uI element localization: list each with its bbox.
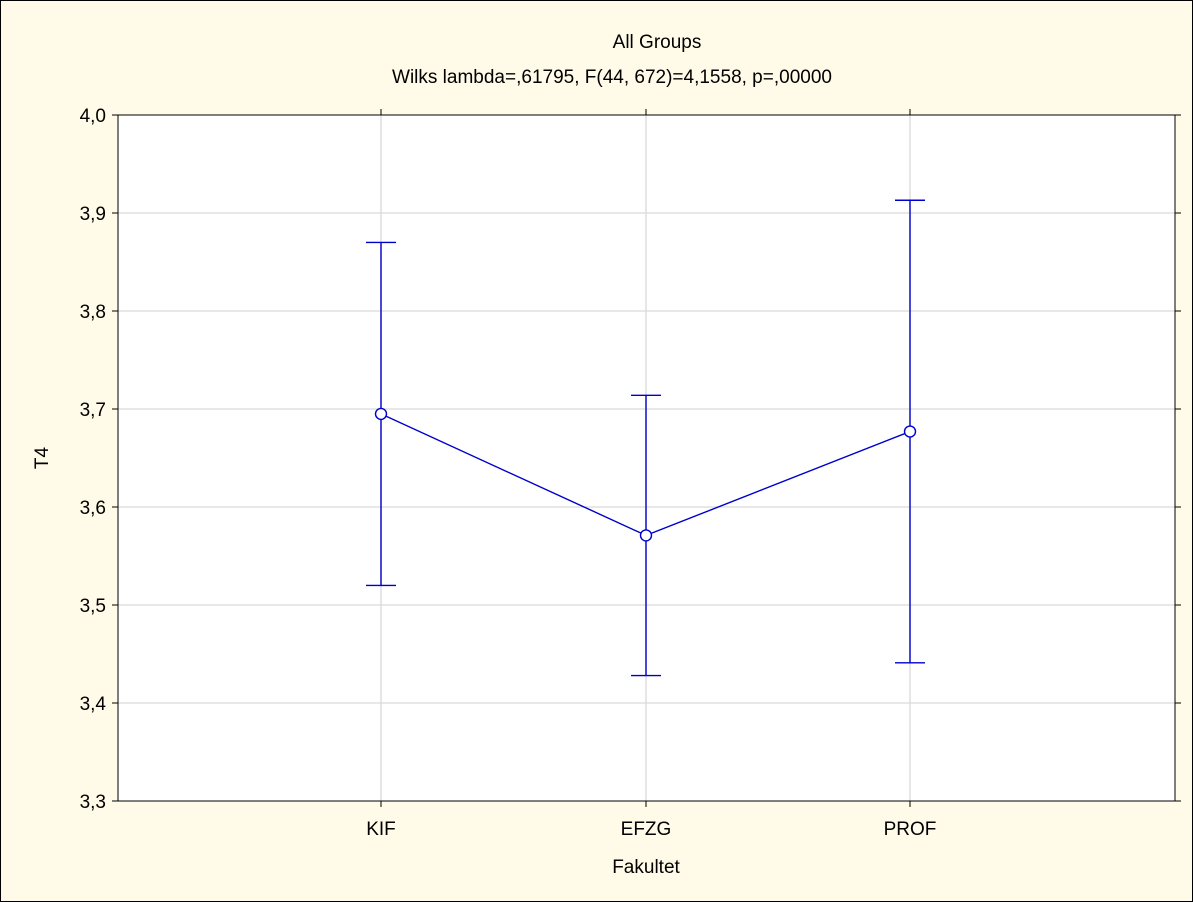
x-axis-label: Fakultet xyxy=(612,857,680,878)
chart-title: All Groups xyxy=(613,32,702,53)
y-tick-label: 3,7 xyxy=(80,400,106,421)
y-axis: 3,3 3,4 3,5 3,6 3,7 3,8 3,9 4,0 xyxy=(80,106,1181,813)
y-tick-label: 3,3 xyxy=(80,792,106,813)
series xyxy=(366,199,925,677)
x-axis: KIF EFZG PROF xyxy=(366,109,936,840)
y-tick-label: 3,4 xyxy=(80,694,107,715)
y-axis-label: T4 xyxy=(32,446,53,469)
data-point xyxy=(903,425,917,438)
x-tick-label: PROF xyxy=(884,819,937,840)
y-tick-label: 4,0 xyxy=(80,106,106,127)
data-point xyxy=(639,529,653,542)
y-tick-label: 3,5 xyxy=(80,596,106,617)
data-point xyxy=(374,407,388,421)
chart-subtitle: Wilks lambda=,61795, F(44, 672)=4,1558, … xyxy=(392,67,832,88)
y-tick-label: 3,8 xyxy=(80,302,106,323)
y-tick-label: 3,6 xyxy=(80,498,106,519)
y-tick-label: 3,9 xyxy=(80,204,106,225)
x-tick-label: EFZG xyxy=(621,819,672,840)
x-tick-label: KIF xyxy=(366,819,396,840)
